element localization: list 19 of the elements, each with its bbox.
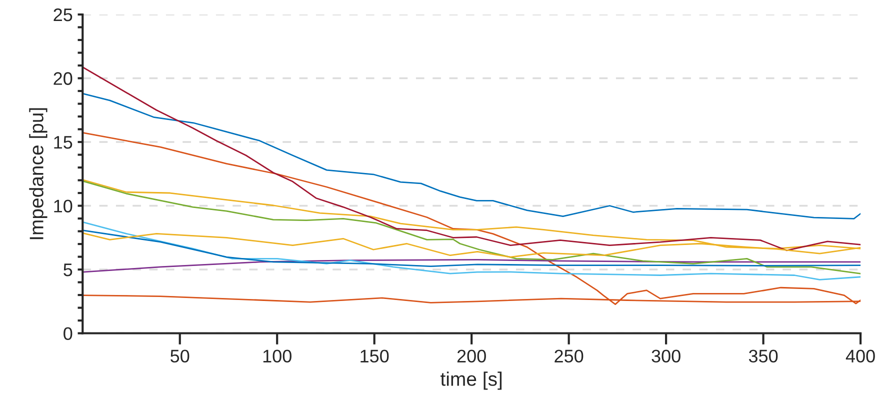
line-series <box>82 180 861 274</box>
line-series <box>82 92 861 220</box>
y-tick-label: 15 <box>54 136 72 149</box>
y-axis-title: Impedance [pu] <box>29 108 48 240</box>
x-tick-label: 150 <box>360 350 389 363</box>
x-axis-title: time [s] <box>440 372 502 390</box>
y-tick-label: 20 <box>54 72 72 85</box>
x-tick-label: 300 <box>652 350 680 363</box>
y-tick-label: 5 <box>64 264 72 276</box>
y-tick-label: 25 <box>54 8 72 22</box>
x-tick-label: 400 <box>846 350 875 363</box>
x-tick-label: 250 <box>554 350 584 363</box>
x-tick-label: 50 <box>170 350 190 363</box>
x-tick-label: 100 <box>263 350 292 363</box>
line-series <box>82 259 861 273</box>
y-tick-label: 10 <box>54 200 72 212</box>
x-tick-label: 200 <box>457 350 486 363</box>
x-tick-label: 350 <box>748 350 778 363</box>
y-tick-label: 0 <box>64 327 72 340</box>
